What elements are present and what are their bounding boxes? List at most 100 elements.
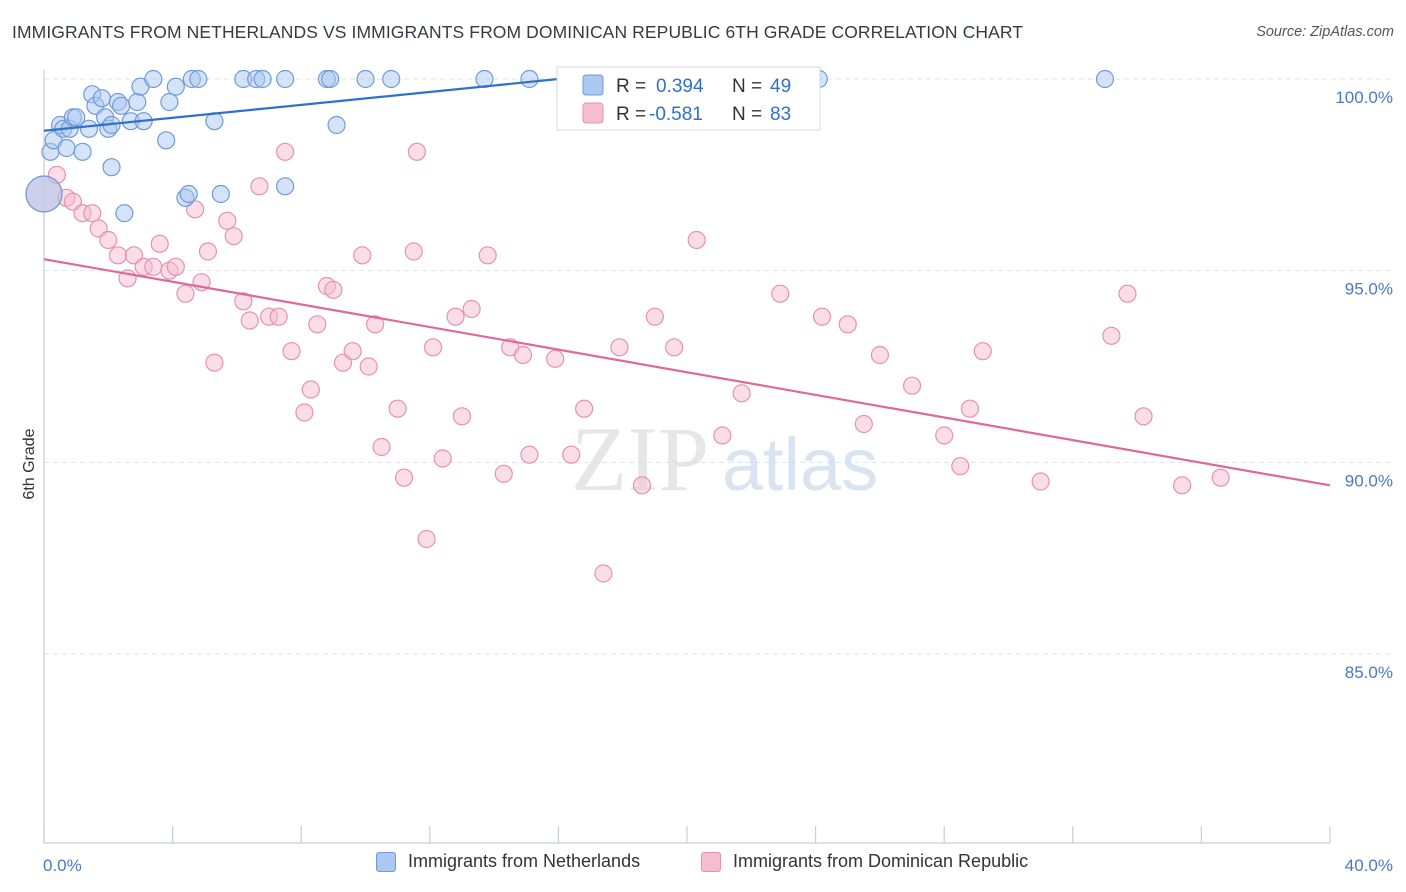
dominican-point-24: [240, 311, 259, 330]
chart-title: IMMIGRANTS FROM NETHERLANDS VS IMMIGRANT…: [12, 22, 1024, 42]
watermark-atlas: atlas: [722, 423, 878, 506]
dominican-point-12: [144, 257, 163, 276]
dominican-point-34: [324, 280, 343, 299]
netherlands-point-46: [520, 69, 539, 89]
dominican-point-15: [166, 257, 185, 276]
dominican-point-70: [854, 414, 873, 434]
legend-n-value-2: 83: [770, 104, 791, 125]
dominican-point-82: [1211, 468, 1230, 487]
dominican-point-22: [224, 227, 243, 246]
dominican-point-43: [404, 242, 423, 261]
stats-legend: R = 0.394 N = 49 R = -0.581 N = 83: [556, 66, 821, 131]
dominican-point-32: [308, 315, 327, 334]
netherlands-point-25: [144, 69, 163, 89]
dominican-point-80: [1134, 407, 1153, 426]
dominican-point-56: [546, 349, 565, 368]
dominican-point-67: [771, 284, 790, 303]
dominican-point-78: [1102, 326, 1121, 345]
dominican-point-44: [407, 142, 427, 161]
legend-label-netherlands: Immigrants from Netherlands: [408, 851, 641, 871]
dominican-point-31: [301, 380, 320, 399]
netherlands-point-20: [115, 204, 134, 223]
dominican-point-38: [359, 357, 378, 376]
dominican-point-13: [150, 234, 169, 253]
dominican-point-58: [575, 399, 594, 418]
netherlands-point-5: [57, 138, 76, 158]
netherlands-point-0: [25, 175, 63, 213]
dominican-point-54: [513, 345, 533, 365]
y-tick-labels: 85.0% 90.0% 95.0% 100.0%: [1335, 88, 1393, 682]
netherlands-trend-line: [43, 77, 559, 132]
dominican-point-74: [951, 457, 970, 476]
dominican-point-27: [269, 307, 288, 326]
netherlands-point-28: [166, 77, 185, 96]
legend-item-netherlands[interactable]: Immigrants from Netherlands: [376, 851, 640, 872]
netherlands-point-19: [112, 96, 131, 115]
dominican-point-76: [973, 342, 992, 361]
legend-r-label-2: R =: [616, 104, 646, 125]
legend-label-dominican: Immigrants from Dominican Republic: [733, 851, 1029, 871]
dominican-point-37: [353, 246, 372, 265]
dominican-point-59: [594, 564, 613, 583]
y-axis-label: 6th Grade: [21, 428, 38, 499]
y-tick-label-100: 100.0%: [1335, 88, 1393, 107]
legend-swatch-netherlands-bottom: [376, 851, 396, 872]
netherlands-point-34: [211, 184, 230, 204]
dominican-point-64: [687, 230, 706, 250]
dominican-point-42: [394, 468, 414, 487]
dominican-point-71: [870, 345, 890, 365]
netherlands-point-8: [67, 108, 86, 127]
dominican-point-75: [960, 399, 980, 418]
dominican-point-68: [812, 307, 832, 326]
netherlands-point-41: [321, 69, 340, 89]
dominican-point-7: [99, 230, 118, 250]
dominican-point-19: [198, 242, 218, 261]
dominican-point-16: [176, 284, 195, 303]
netherlands-point-27: [160, 92, 179, 112]
x-tick-label-min: 0.0%: [43, 856, 82, 875]
netherlands-point-38: [276, 69, 295, 89]
netherlands-point-42: [327, 115, 346, 135]
netherlands-point-32: [189, 69, 208, 89]
dominican-point-52: [494, 464, 513, 483]
legend-r-label-1: R =: [616, 76, 646, 97]
dominican-point-63: [665, 338, 684, 357]
dominican-point-25: [250, 177, 269, 196]
netherlands-point-22: [128, 92, 147, 112]
dominican-point-57: [562, 445, 581, 464]
dominican-point-46: [423, 338, 443, 357]
netherlands-point-26: [157, 131, 176, 150]
dominican-point-47: [433, 449, 452, 468]
grid-lines: [44, 78, 1392, 655]
dominican-point-81: [1173, 476, 1192, 495]
dominican-point-20: [205, 353, 224, 372]
dominican-point-23: [234, 292, 253, 311]
legend-swatch-netherlands: [582, 74, 604, 96]
dominican-trend-line: [43, 258, 1331, 487]
dominican-point-36: [343, 342, 362, 361]
netherlands-point-48: [1095, 69, 1115, 89]
y-tick-label-85: 85.0%: [1345, 663, 1393, 682]
watermark: ZIP atlas: [571, 408, 878, 510]
netherlands-point-44: [382, 69, 401, 89]
dominican-point-79: [1118, 284, 1137, 303]
dominican-point-48: [446, 307, 465, 326]
legend-item-dominican[interactable]: Immigrants from Dominican Republic: [701, 851, 1028, 872]
dominican-point-8: [108, 246, 128, 265]
netherlands-point-10: [79, 119, 99, 138]
dominican-point-50: [462, 299, 481, 319]
netherlands-point-39: [276, 177, 295, 196]
dominican-point-41: [388, 399, 407, 418]
dominican-point-61: [632, 476, 652, 495]
dominican-point-55: [520, 445, 539, 464]
dominican-point-21: [218, 211, 237, 230]
legend-swatch-dominican: [582, 102, 604, 124]
dominican-point-66: [732, 384, 751, 403]
legend-n-value-1: 49: [770, 76, 791, 97]
legend-r-value-1: 0.394: [656, 76, 704, 97]
trend-lines: [43, 77, 1331, 487]
dominican-point-65: [713, 426, 732, 445]
dominican-point-29: [282, 342, 301, 361]
dominican-point-77: [1031, 472, 1050, 491]
netherlands-point-9: [73, 142, 92, 161]
